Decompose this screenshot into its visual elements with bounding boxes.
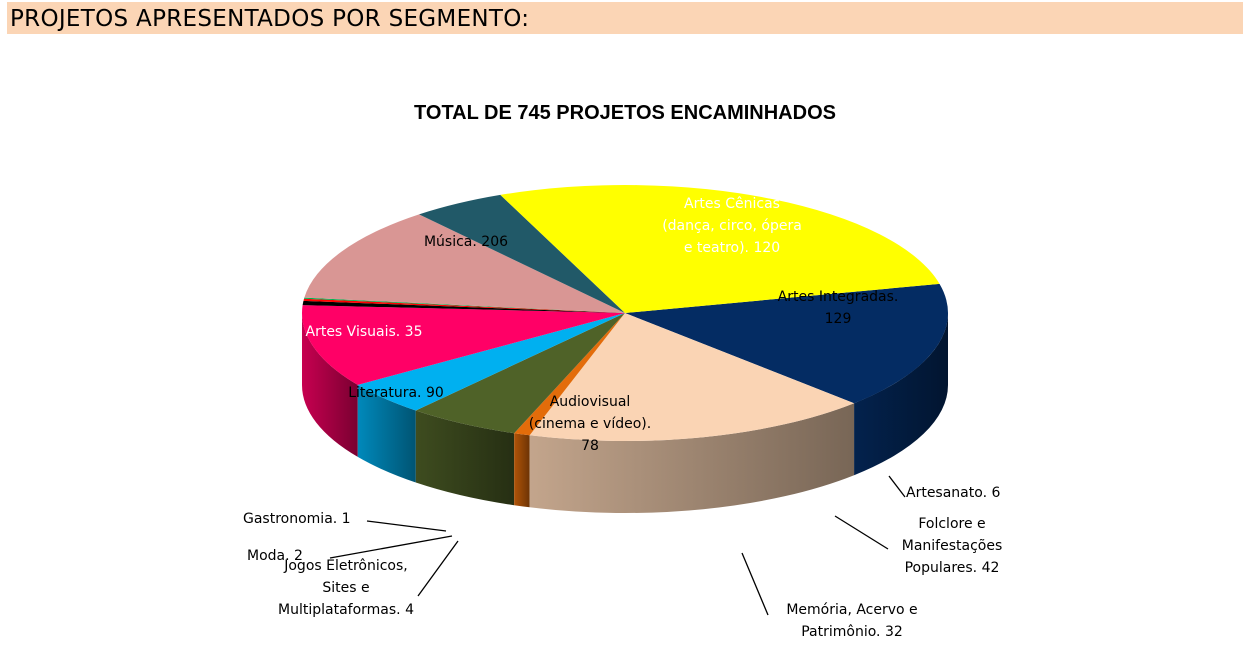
pie-slice-gastronomia — [304, 297, 625, 313]
data-label: 129 — [825, 311, 852, 327]
pie-slice-jogos-eletronicos-sites-e-multiplataformas — [302, 300, 625, 313]
pie-slice-musica — [500, 185, 940, 313]
data-label: Audiovisual — [550, 394, 631, 410]
data-label: Música. 206 — [424, 234, 508, 250]
data-label: Jogos Eletrônicos, — [283, 558, 408, 574]
data-label: Multiplataformas. 4 — [278, 602, 414, 618]
data-label: (cinema e vídeo). — [529, 416, 651, 432]
pie-slice-artesanato — [514, 313, 625, 436]
data-label: Manifestações — [902, 538, 1003, 554]
pie-slice-literatura — [304, 214, 625, 313]
pie-slice-audiovisual-cinema-e-video — [302, 305, 625, 385]
data-label: Populares. 42 — [905, 560, 1000, 576]
data-label: Sites e — [322, 580, 369, 596]
data-label: e teatro). 120 — [684, 240, 780, 256]
pie-slice-moda — [303, 298, 625, 313]
data-label: Artesanato. 6 — [906, 485, 1000, 501]
data-label: 78 — [581, 438, 599, 454]
data-label: Memória, Acervo e — [786, 602, 917, 618]
leader-line — [888, 475, 906, 498]
pie-side-artesanato — [514, 433, 530, 508]
label-audiovisual-cinema-e-video: Audiovisual (cinema e vídeo). 78 — [529, 394, 651, 454]
label-musica: Música. 206 — [424, 234, 508, 250]
label-folclore-e-manifestacoes-populares: Folclore e Manifestações Populares. 42 — [902, 516, 1003, 576]
data-label: Gastronomia. 1 — [243, 511, 351, 527]
leader-line — [417, 540, 459, 597]
label-artes-visuais: Artes Visuais. 35 — [306, 324, 423, 340]
pie-side-memoria-acervo-e-patrimonio — [357, 384, 416, 483]
pie-side-audiovisual-cinema-e-video — [302, 313, 358, 457]
pie-slice-folclore-e-manifestacoes-populares — [415, 313, 625, 434]
label-artes-cenicas-danca-circo-opera-e-teatro: Artes Cênicas (dança, circo, ópera e teatr… — [662, 196, 802, 256]
label-artes-integradas: Artes Integradas. 129 — [778, 289, 899, 327]
leader-line — [834, 515, 889, 550]
pie-slice-memoria-acervo-e-patrimonio — [357, 313, 625, 411]
label-memoria-acervo-e-patrimonio: Memória, Acervo e Patrimônio. 32 — [786, 602, 917, 640]
data-label: Artes Cênicas — [684, 196, 780, 212]
pie-slice-artes-cenicas-danca-circo-opera-e-teatro — [625, 283, 948, 404]
label-artesanato: Artesanato. 6 — [906, 485, 1000, 501]
chart-title: TOTAL DE 745 PROJETOS ENCAMINHADOS — [414, 102, 836, 124]
pie-slice-artes-visuais — [419, 194, 625, 313]
data-label: Artes Integradas. — [778, 289, 899, 305]
label-literatura: Literatura. 90 — [348, 385, 444, 401]
pie-side-folclore-e-manifestacoes-populares — [415, 410, 515, 506]
label-jogos-eletronicos-sites-e-multiplataformas: Jogos Eletrônicos, Sites e Multiplataforma… — [278, 558, 414, 618]
pie-side-artes-cenicas-danca-circo-opera-e-teatro — [854, 313, 948, 476]
data-label: Artes Visuais. 35 — [306, 324, 423, 340]
leader-line — [366, 520, 447, 532]
pie-slice-artes-integradas — [529, 313, 855, 441]
leader-line — [329, 535, 453, 559]
data-label: Folclore e — [918, 516, 985, 532]
label-moda: Moda. 2 — [247, 548, 303, 564]
leader-line — [741, 552, 769, 616]
pie-side-artes-integradas — [529, 403, 855, 513]
label-gastronomia: Gastronomia. 1 — [243, 511, 351, 527]
data-label: (dança, circo, ópera — [662, 218, 802, 234]
data-label: Patrimônio. 32 — [801, 624, 903, 640]
data-label: Literatura. 90 — [348, 385, 444, 401]
data-label: Moda. 2 — [247, 548, 303, 564]
page-header: PROJETOS APRESENTADOS POR SEGMENTO: — [7, 2, 1243, 34]
